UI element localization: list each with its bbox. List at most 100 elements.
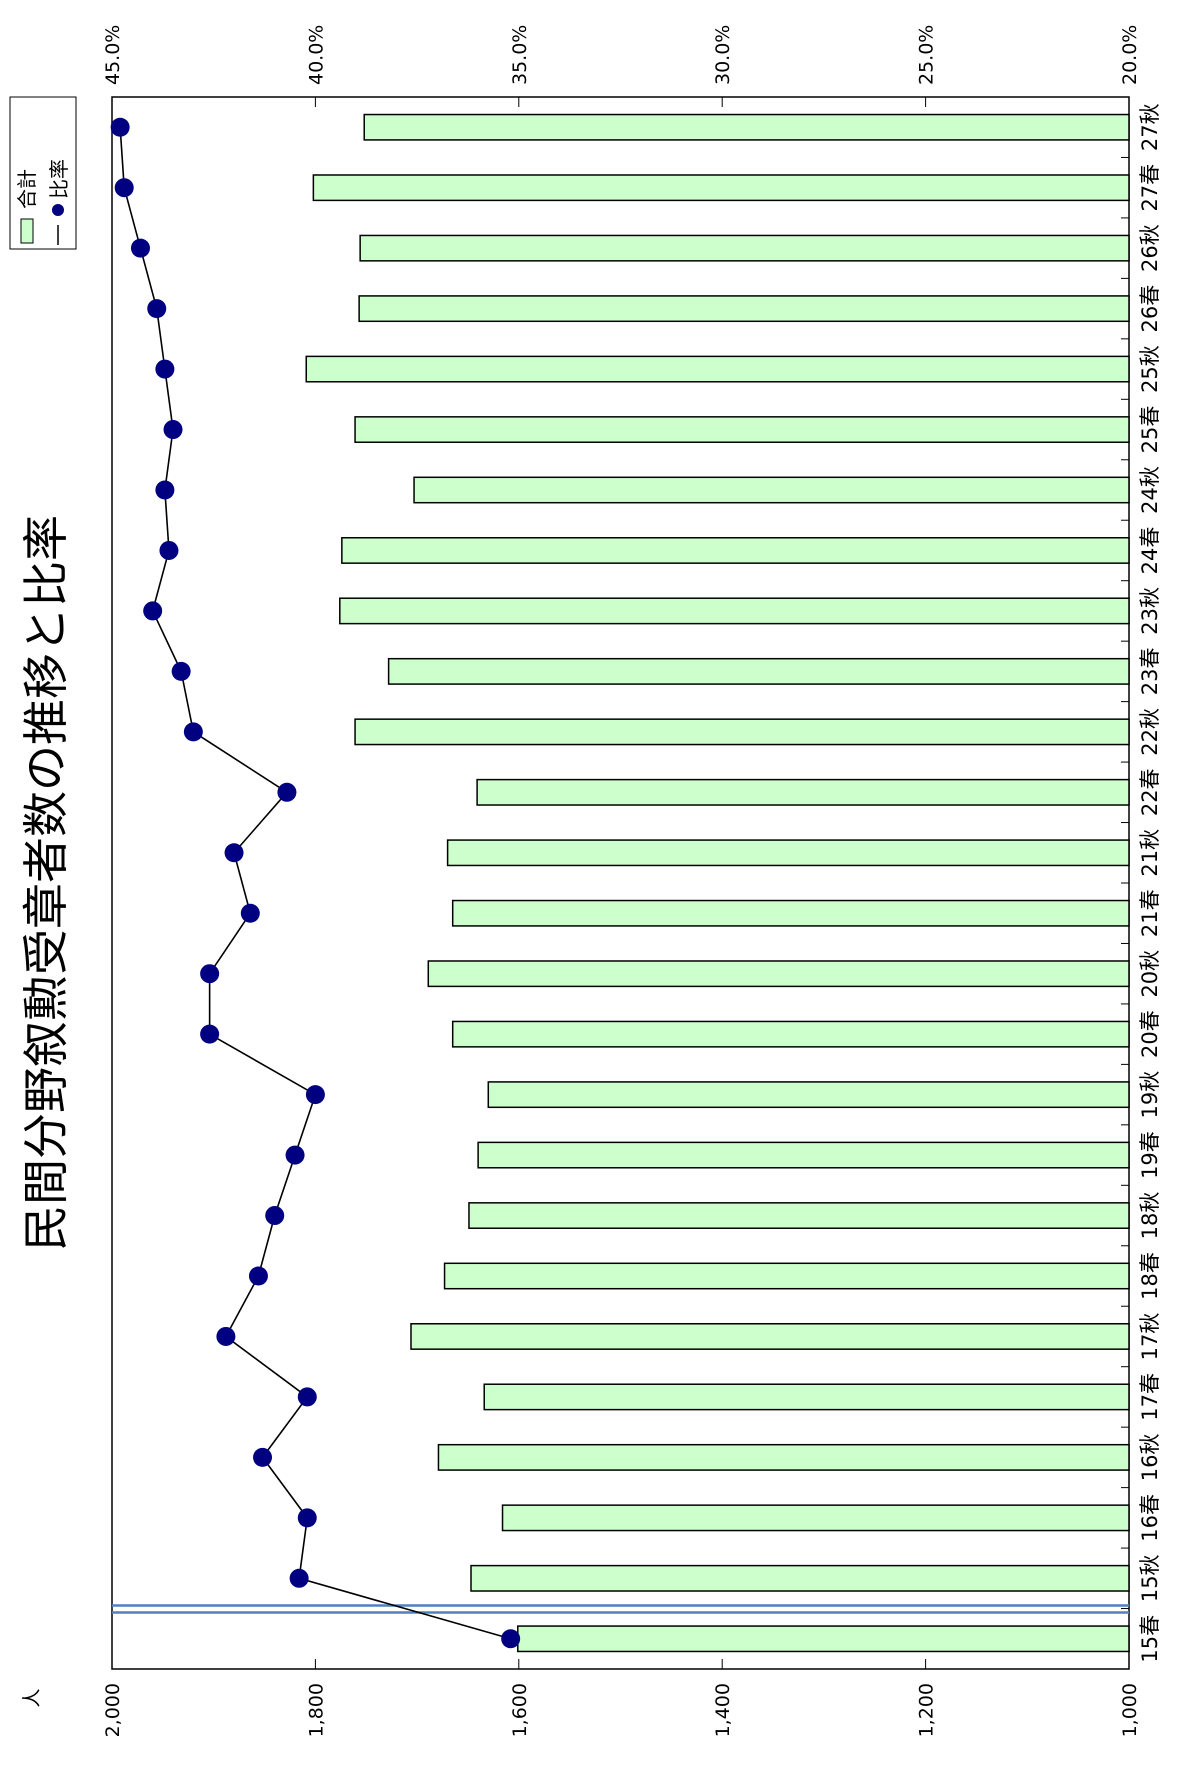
category-label-26秋: 26秋 [1138, 224, 1162, 272]
category-label-25春: 25春 [1138, 406, 1162, 454]
right-tick-label: 30.0% [712, 25, 734, 85]
category-label-17秋: 17秋 [1138, 1313, 1162, 1361]
bar-27秋 [363, 113, 1130, 141]
category-label-15春: 15春 [1138, 1615, 1162, 1663]
right-tick-label: 35.0% [509, 25, 531, 85]
ratio-polyline [119, 127, 511, 1640]
bar-20秋 [427, 960, 1130, 988]
ratio-point-21秋 [224, 843, 244, 863]
bar-17春 [483, 1383, 1130, 1411]
category-label-19春: 19春 [1138, 1131, 1162, 1179]
ratio-point-19秋 [305, 1085, 325, 1105]
right-tick-label: 45.0% [102, 25, 124, 85]
category-label-23春: 23春 [1138, 648, 1162, 696]
bar-18春 [443, 1262, 1130, 1290]
category-label-21秋: 21秋 [1138, 829, 1162, 877]
bar-23春 [387, 657, 1130, 685]
bar-25秋 [305, 355, 1130, 383]
ratio-point-23秋 [143, 601, 163, 621]
right-axis: 20.0% 25.0% 30.0% 35.0% 40.0% 45.0% [102, 25, 1141, 107]
ratio-point-27秋 [110, 117, 130, 137]
ratio-point-24秋 [155, 480, 175, 500]
category-label-22秋: 22秋 [1138, 708, 1162, 756]
bar-26秋 [359, 234, 1130, 262]
ratio-point-15秋 [289, 1568, 309, 1588]
left-tick-label: 2,000 [102, 1683, 124, 1737]
bar-15秋 [470, 1564, 1130, 1592]
bar-21秋 [446, 839, 1130, 867]
ratio-point-15春 [501, 1629, 521, 1649]
ratio-point-26春 [147, 299, 167, 319]
category-label-17春: 17春 [1138, 1373, 1162, 1421]
bar-25春 [354, 416, 1130, 443]
bar-18秋 [468, 1202, 1130, 1229]
bar-15春 [517, 1625, 1130, 1653]
category-label-25秋: 25秋 [1138, 345, 1162, 393]
category-label-23秋: 23秋 [1138, 587, 1162, 635]
bar-27春 [312, 174, 1130, 202]
bar-19秋 [487, 1081, 1130, 1109]
ratio-point-19春 [285, 1145, 305, 1165]
category-label-27秋: 27秋 [1138, 103, 1162, 151]
category-label-18春: 18春 [1138, 1252, 1162, 1300]
category-label-24秋: 24秋 [1138, 466, 1162, 514]
bar-16秋 [437, 1443, 1130, 1471]
ratio-point-17春 [297, 1387, 317, 1407]
legend: 合計 比率 [9, 96, 77, 250]
category-label-27春: 27春 [1138, 164, 1162, 212]
bar-21春 [451, 899, 1130, 927]
bar-24秋 [413, 476, 1130, 504]
right-tick-label: 20.0% [1119, 25, 1141, 85]
bar-series [305, 113, 1130, 1653]
legend-marker-swatch [52, 204, 64, 216]
ratio-point-22春 [277, 782, 297, 802]
ratio-point-20秋 [200, 964, 220, 984]
bar-23秋 [339, 597, 1130, 625]
left-tick-label: 1,000 [1119, 1683, 1141, 1737]
category-label-24春: 24春 [1138, 527, 1162, 575]
legend-bar-swatch [20, 218, 34, 244]
right-tick-label: 40.0% [305, 25, 327, 85]
ratio-point-20春 [200, 1024, 220, 1044]
ratio-point-25春 [163, 420, 183, 440]
ratio-point-17秋 [216, 1326, 236, 1346]
ratio-point-18春 [248, 1266, 268, 1286]
bar-22秋 [354, 718, 1130, 746]
bar-26春 [358, 295, 1130, 323]
bar-22春 [476, 778, 1130, 806]
line-series [110, 117, 521, 1649]
category-label-16秋: 16秋 [1138, 1434, 1162, 1482]
category-label-19秋: 19秋 [1138, 1071, 1162, 1119]
category-label-22春: 22春 [1138, 768, 1162, 816]
bar-19春 [477, 1141, 1130, 1169]
left-axis: 1,000 1,200 1,400 1,600 1,800 2,000 [102, 1659, 1141, 1737]
ratio-point-26秋 [130, 238, 150, 258]
period-divider-line [112, 1604, 1129, 1614]
category-label-18秋: 18秋 [1138, 1192, 1162, 1240]
category-label-20秋: 20秋 [1138, 950, 1162, 998]
bar-16春 [501, 1504, 1130, 1532]
legend-label-ratio: 比率 [47, 159, 71, 199]
ratio-point-16秋 [253, 1447, 273, 1467]
ratio-point-27春 [114, 178, 134, 198]
left-tick-label: 1,600 [509, 1683, 531, 1737]
ratio-point-16春 [297, 1508, 317, 1528]
category-label-26春: 26春 [1138, 285, 1162, 333]
category-label-21春: 21春 [1138, 889, 1162, 937]
left-tick-label: 1,800 [305, 1683, 327, 1737]
bar-20春 [451, 1020, 1130, 1048]
left-tick-label: 1,200 [916, 1683, 938, 1737]
ratio-point-23春 [171, 661, 191, 681]
ratio-point-24春 [159, 540, 179, 560]
category-label-16春: 16春 [1138, 1494, 1162, 1542]
category-label-15秋: 15秋 [1138, 1554, 1162, 1602]
plot-area [111, 96, 1130, 1670]
chart-title: 民間分野叙勲受章者数の推移と比率 [19, 515, 73, 1251]
left-axis-unit-label: 人 [21, 1688, 43, 1707]
ratio-point-22秋 [183, 722, 203, 742]
bar-17秋 [410, 1323, 1130, 1350]
legend-label-total: 合計 [15, 169, 39, 209]
ratio-point-21春 [240, 903, 260, 923]
left-tick-label: 1,400 [712, 1683, 734, 1737]
